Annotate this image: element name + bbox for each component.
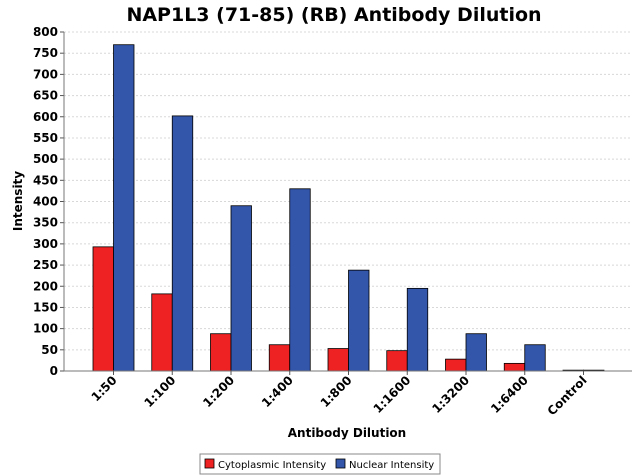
x-tick-label: 1:50 [89, 373, 120, 404]
y-axis-label: Intensity [11, 171, 25, 231]
bars [92, 44, 605, 372]
y-tick-label: 350 [33, 216, 58, 230]
bar-nuclear-3 [289, 188, 311, 372]
bar-nuclear-7 [524, 344, 546, 372]
x-tick-label: 1:200 [200, 373, 237, 410]
y-tick-label: 100 [33, 322, 58, 336]
gridlines [64, 31, 632, 351]
bar-cytoplasmic-5 [386, 350, 408, 372]
x-tick-label: 1:400 [259, 373, 296, 410]
bar-nuclear-0 [113, 44, 135, 372]
bar-nuclear-5 [406, 287, 429, 372]
y-tick-label: 200 [33, 279, 58, 293]
bar-nuclear-2 [230, 205, 252, 372]
bar-cytoplasmic-2 [210, 333, 232, 372]
legend-swatch-1 [335, 458, 346, 469]
y-tick-label: 550 [33, 131, 58, 145]
bar-cytoplasmic-4 [327, 348, 349, 372]
x-tick-label: 1:100 [141, 373, 178, 410]
bar-cytoplasmic-6 [445, 358, 467, 372]
x-axis: 1:50 1:100 1:200 1:400 1:800 1:1600 1:3200 1:64… [64, 370, 632, 418]
y-tick-label: 50 [41, 343, 58, 357]
chart-title: NAP1L3 (71-85) (RB) Antibody Dilution [126, 4, 541, 26]
y-tick-label: 650 [33, 89, 58, 103]
x-tick-label: 1:1600 [371, 373, 414, 416]
bar-cytoplasmic-3 [268, 344, 291, 372]
y-tick-label: 700 [33, 67, 58, 81]
bar-cytoplasmic-1 [151, 293, 173, 372]
x-tick-label: Control [545, 373, 590, 418]
bar-nuclear-4 [348, 269, 370, 372]
legend-box [199, 453, 441, 475]
bar-cytoplasmic-7 [503, 362, 526, 372]
bar-cytoplasmic-0 [92, 246, 114, 372]
legend-swatch-0 [204, 458, 215, 469]
y-tick-label: 800 [33, 25, 58, 39]
y-tick-label: 750 [33, 46, 58, 60]
x-tick-label: 1:800 [318, 373, 355, 410]
y-tick-label: 600 [33, 110, 58, 124]
x-axis-label: Antibody Dilution [288, 426, 406, 440]
y-tick-label: 500 [33, 152, 58, 166]
bar-nuclear-6 [465, 333, 487, 372]
bar-nuclear-1 [171, 115, 194, 372]
legend-label-1: Nuclear Intensity [349, 460, 434, 471]
x-tick-label: 1:3200 [429, 373, 472, 416]
legend: Cytoplasmic Intensity Nuclear Intensity [199, 453, 441, 475]
y-tick-label: 0 [50, 364, 58, 378]
x-tick-label: 1:6400 [488, 373, 531, 416]
y-tick-label: 400 [33, 195, 58, 209]
y-tick-label: 250 [33, 258, 58, 272]
y-tick-label: 150 [33, 300, 58, 314]
y-tick-label: 300 [33, 237, 58, 251]
y-tick-label: 450 [33, 173, 58, 187]
legend-label-0: Cytoplasmic Intensity [218, 460, 326, 471]
y-axis: 0 50 100 150 200 250 300 350 400 450 500 550 600 650 7… [33, 25, 65, 378]
